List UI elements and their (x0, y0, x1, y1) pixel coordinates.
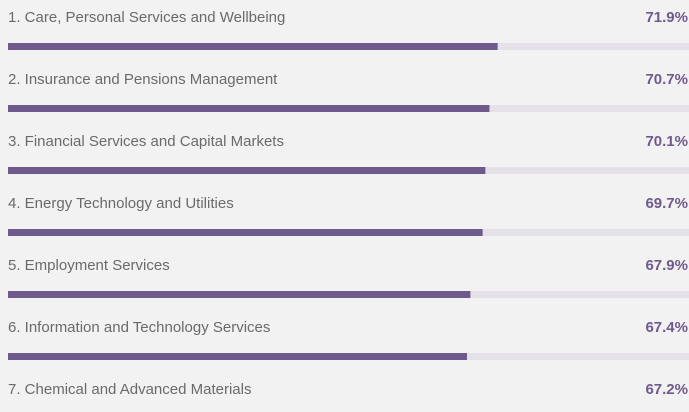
value-label: 69.7% (645, 195, 688, 212)
value-label: 67.2% (645, 381, 688, 398)
bar (8, 167, 486, 174)
value-label: 67.9% (645, 257, 688, 274)
category-label: 5. Employment Services (8, 257, 170, 274)
value-label: 71.9% (645, 9, 688, 26)
bar (8, 43, 498, 50)
bar (8, 105, 490, 112)
category-label: 1. Care, Personal Services and Wellbeing (8, 9, 285, 26)
value-label: 67.4% (645, 319, 688, 336)
value-label: 70.1% (645, 133, 688, 150)
category-label: 6. Information and Technology Services (8, 319, 270, 336)
category-label: 7. Chemical and Advanced Materials (8, 381, 251, 398)
bar (8, 229, 483, 236)
value-label: 70.7% (645, 71, 688, 88)
category-label: 4. Energy Technology and Utilities (8, 195, 234, 212)
bar (8, 291, 471, 298)
bar (8, 353, 467, 360)
category-label: 3. Financial Services and Capital Market… (8, 133, 284, 150)
category-label: 2. Insurance and Pensions Management (8, 71, 278, 88)
